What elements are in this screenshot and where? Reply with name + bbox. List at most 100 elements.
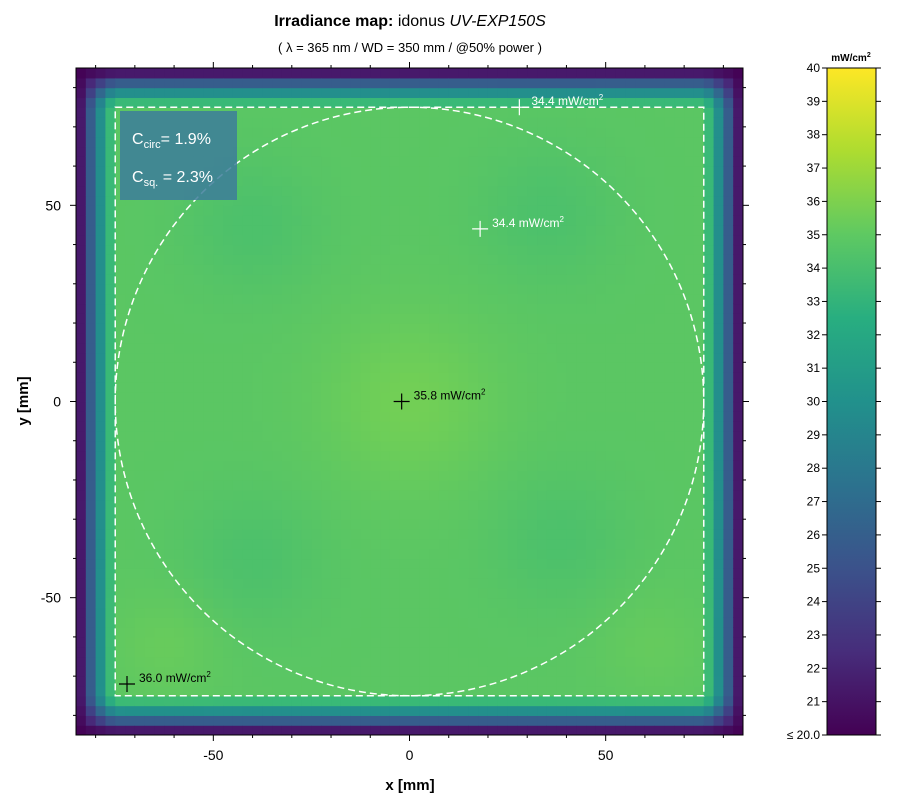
heatmap-cell (674, 332, 685, 344)
heatmap-cell (644, 362, 656, 373)
heatmap-cell (134, 342, 146, 354)
heatmap-cell (340, 264, 352, 275)
heatmap-cell (556, 636, 568, 648)
heatmap-cell (615, 244, 626, 255)
heatmap-cell (478, 479, 489, 491)
heatmap-cell (527, 166, 538, 177)
heatmap-cell (684, 666, 695, 677)
heatmap-cell (370, 323, 381, 334)
heatmap-cell (272, 705, 283, 716)
heatmap-cell (664, 676, 675, 687)
heatmap-cell (497, 676, 509, 687)
heatmap-cell (203, 597, 214, 609)
heatmap-cell (438, 87, 450, 99)
heatmap-cell (713, 568, 724, 579)
heatmap-cell (232, 352, 244, 363)
heatmap-cell (527, 362, 538, 373)
heatmap-cell (684, 391, 695, 403)
heatmap-cell (644, 627, 656, 638)
heatmap-cell (733, 244, 743, 255)
plot-area (76, 68, 743, 735)
heatmap-cell (429, 391, 440, 403)
heatmap-cell (399, 352, 411, 363)
heatmap-cell (517, 273, 528, 285)
heatmap-cell (340, 185, 352, 197)
heatmap-cell (399, 185, 411, 197)
heatmap-cell (429, 558, 440, 569)
heatmap-cell (311, 185, 322, 197)
heatmap-cell (458, 205, 469, 216)
heatmap-cell (478, 440, 489, 452)
heatmap-cell (478, 499, 489, 510)
heatmap-cell (340, 254, 352, 265)
colorbar-tick-label: 26 (807, 528, 821, 542)
heatmap-cell (281, 499, 293, 510)
heatmap-cell (154, 529, 165, 540)
heatmap-cell (674, 666, 685, 677)
heatmap-cell (497, 725, 509, 735)
heatmap-cell (409, 303, 420, 314)
heatmap-cell (154, 489, 165, 501)
heatmap-cell (301, 264, 313, 275)
heatmap-cell (644, 568, 656, 579)
heatmap-cell (311, 391, 322, 403)
heatmap-cell (360, 342, 371, 354)
heatmap-cell (419, 244, 430, 255)
heatmap-cell (115, 470, 126, 481)
heatmap-cell (674, 656, 685, 667)
heatmap-cell (76, 529, 87, 540)
heatmap-cell (448, 705, 460, 716)
heatmap-cell (370, 470, 381, 481)
heatmap-cell (644, 519, 656, 530)
heatmap-cell (311, 656, 322, 667)
heatmap-cell (340, 303, 352, 314)
heatmap-cell (350, 607, 362, 618)
heatmap-cell (350, 450, 362, 461)
heatmap-cell (586, 391, 597, 403)
heatmap-cell (605, 725, 617, 735)
heatmap-cell (174, 273, 185, 285)
heatmap-cell (262, 175, 273, 187)
heatmap-cell (703, 646, 715, 658)
heatmap-cell (291, 440, 303, 452)
heatmap-cell (262, 705, 273, 716)
heatmap-cell (497, 77, 509, 89)
heatmap-cell (164, 627, 175, 638)
heatmap-cell (76, 244, 87, 255)
heatmap-cell (105, 411, 116, 422)
heatmap-cell (517, 470, 528, 481)
heatmap-cell (85, 705, 97, 716)
heatmap-cell (409, 411, 420, 422)
heatmap-cell (311, 450, 322, 461)
heatmap-cell (311, 617, 322, 628)
heatmap-cell (164, 87, 175, 99)
heatmap-cell (438, 460, 450, 471)
heatmap-cell (644, 715, 656, 726)
heatmap-cell (429, 107, 440, 118)
heatmap-cell (468, 607, 479, 618)
heatmap-cell (419, 695, 430, 707)
heatmap-cell (193, 499, 205, 510)
heatmap-cell (664, 715, 675, 726)
heatmap-cell (154, 391, 165, 403)
heatmap-cell (527, 430, 538, 442)
heatmap-cell (350, 77, 362, 89)
heatmap-cell (223, 205, 234, 216)
heatmap-cell (556, 646, 568, 658)
heatmap-cell (635, 440, 646, 452)
heatmap-cell (517, 205, 528, 216)
heatmap-cell (458, 666, 469, 677)
heatmap-cell (615, 342, 626, 354)
heatmap-cell (723, 372, 734, 383)
heatmap-cell (85, 323, 97, 334)
heatmap-cell (213, 695, 224, 707)
heatmap-cell (497, 705, 509, 716)
heatmap-cell (566, 627, 577, 638)
heatmap-cell (429, 254, 440, 265)
heatmap-cell (605, 695, 617, 707)
heatmap-cell (723, 401, 734, 412)
heatmap-cell (419, 87, 430, 99)
heatmap-cell (586, 646, 597, 658)
heatmap-cell (232, 303, 244, 314)
